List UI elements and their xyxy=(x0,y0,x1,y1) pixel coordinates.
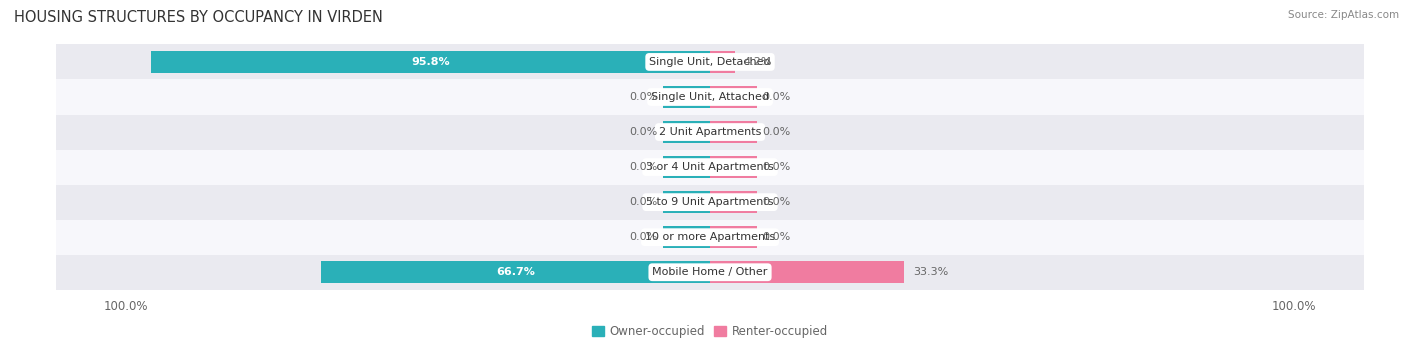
Text: Single Unit, Attached: Single Unit, Attached xyxy=(651,92,769,102)
Text: 10 or more Apartments: 10 or more Apartments xyxy=(645,232,775,242)
Bar xyxy=(321,261,710,283)
Bar xyxy=(710,261,904,283)
Bar xyxy=(39,150,1381,184)
Text: 0.0%: 0.0% xyxy=(762,197,790,207)
Bar xyxy=(664,191,710,213)
Text: 0.0%: 0.0% xyxy=(630,127,658,137)
Bar xyxy=(710,191,756,213)
Text: 0.0%: 0.0% xyxy=(762,127,790,137)
Bar xyxy=(664,156,710,178)
Bar xyxy=(664,226,710,248)
Text: 0.0%: 0.0% xyxy=(762,162,790,172)
Text: 0.0%: 0.0% xyxy=(630,232,658,242)
Bar xyxy=(710,226,756,248)
Text: Source: ZipAtlas.com: Source: ZipAtlas.com xyxy=(1288,10,1399,20)
Text: 66.7%: 66.7% xyxy=(496,267,534,277)
Text: 0.0%: 0.0% xyxy=(762,92,790,102)
Legend: Owner-occupied, Renter-occupied: Owner-occupied, Renter-occupied xyxy=(586,321,834,341)
Bar xyxy=(664,86,710,108)
Text: 33.3%: 33.3% xyxy=(912,267,949,277)
Bar xyxy=(710,86,756,108)
Bar xyxy=(39,44,1381,79)
Bar xyxy=(664,121,710,143)
Bar xyxy=(710,121,756,143)
Text: Single Unit, Detached: Single Unit, Detached xyxy=(650,57,770,67)
Text: 2 Unit Apartments: 2 Unit Apartments xyxy=(659,127,761,137)
Text: HOUSING STRUCTURES BY OCCUPANCY IN VIRDEN: HOUSING STRUCTURES BY OCCUPANCY IN VIRDE… xyxy=(14,10,382,25)
Text: 5 to 9 Unit Apartments: 5 to 9 Unit Apartments xyxy=(647,197,773,207)
Bar xyxy=(39,184,1381,220)
Text: 0.0%: 0.0% xyxy=(630,92,658,102)
Bar xyxy=(710,156,756,178)
Text: Mobile Home / Other: Mobile Home / Other xyxy=(652,267,768,277)
Bar xyxy=(39,79,1381,115)
Text: 3 or 4 Unit Apartments: 3 or 4 Unit Apartments xyxy=(647,162,773,172)
Text: 0.0%: 0.0% xyxy=(630,197,658,207)
Text: 95.8%: 95.8% xyxy=(411,57,450,67)
Bar xyxy=(39,115,1381,150)
Bar xyxy=(710,51,734,73)
Bar xyxy=(39,220,1381,255)
Bar xyxy=(150,51,710,73)
Bar xyxy=(39,255,1381,290)
Text: 0.0%: 0.0% xyxy=(630,162,658,172)
Text: 4.2%: 4.2% xyxy=(744,57,772,67)
Text: 0.0%: 0.0% xyxy=(762,232,790,242)
